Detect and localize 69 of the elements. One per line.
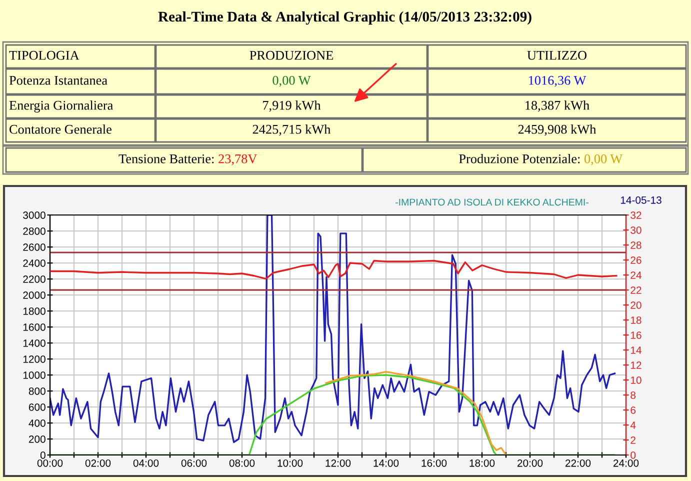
- y2-tick-label: 0: [630, 452, 636, 459]
- text: TIPOLOGIA: [9, 50, 80, 60]
- x-tick-label: 22:00: [565, 459, 591, 467]
- y-tick-label: 2800: [23, 228, 46, 235]
- y-tick-label: 2200: [23, 276, 46, 283]
- y2-tick-label: 2: [630, 436, 636, 444]
- text: 2425,715 kWh: [252, 124, 331, 136]
- y2-tick-label: 30: [630, 226, 642, 234]
- y2-tick-label: 8: [630, 392, 636, 399]
- text: 2459,908 kWh: [518, 124, 596, 136]
- y2-tick-label: 14: [630, 346, 642, 354]
- y2-tick-label: 4: [630, 422, 636, 429]
- x-tick-label: 24:00: [613, 459, 639, 467]
- y-tick-label: 0: [40, 452, 46, 459]
- y-tick-label: 800: [28, 388, 46, 395]
- y2-tick-label: 28: [630, 242, 642, 249]
- x-tick-label: 12:00: [326, 459, 351, 467]
- x-tick-label: 10:00: [278, 459, 303, 467]
- text: -IMPIANTO AD ISOLA DI KEKKO ALCHEMI-: [396, 198, 588, 206]
- line-series: [50, 374, 615, 455]
- y2-tick-label: 22: [630, 286, 642, 294]
- y2-tick-label: 26: [630, 256, 642, 264]
- text: 7,919 kWh: [263, 100, 321, 112]
- chart-title: Real-Time Data & Analytical Graphic (14/05/2013 23:32:09): [158, 11, 532, 25]
- text: 0,00 W: [584, 154, 623, 166]
- text: PRODUZIONE: [250, 50, 333, 60]
- x-tick-label: 08:00: [229, 459, 255, 467]
- y2-tick-label: 12: [630, 362, 642, 369]
- y-tick-label: 1600: [23, 324, 46, 331]
- y-tick-label: 1000: [23, 372, 46, 379]
- y-tick-label: 600: [28, 404, 46, 411]
- text: 1016,36 W: [528, 76, 586, 87]
- text: Contatore Generale: [10, 124, 112, 134]
- text: 18,387 kWh: [526, 100, 590, 112]
- y-tick-label: 2000: [23, 292, 46, 299]
- y-tick-label: 1400: [23, 340, 46, 347]
- text: Potenza Istantanea: [9, 76, 108, 85]
- y-tick-label: 1800: [23, 308, 46, 315]
- x-tick-label: 04:00: [133, 459, 159, 467]
- y-tick-label: 400: [28, 420, 46, 427]
- x-tick-label: 16:00: [422, 459, 447, 467]
- x-tick-label: 06:00: [181, 459, 207, 467]
- y2-tick-label: 18: [630, 316, 642, 324]
- text: Energia Giornaliera: [9, 100, 113, 112]
- text: 14-05-13: [620, 196, 662, 204]
- text: UTILIZZO: [527, 50, 586, 60]
- line-series: [50, 215, 616, 444]
- x-tick-label: 18:00: [470, 459, 495, 467]
- y2-tick-label: 32: [630, 212, 642, 219]
- line-series: [325, 370, 507, 455]
- text: 0,00 W: [272, 76, 311, 87]
- y-tick-label: 2400: [23, 260, 46, 267]
- y2-tick-label: 24: [630, 272, 642, 279]
- y-tick-label: 2600: [23, 244, 46, 251]
- y2-tick-label: 10: [630, 376, 642, 384]
- y2-tick-label: 6: [630, 406, 636, 414]
- y-tick-label: 3000: [23, 212, 46, 219]
- x-tick-label: 02:00: [85, 459, 111, 467]
- y2-tick-label: 16: [630, 332, 642, 339]
- y-tick-label: 1200: [23, 356, 46, 363]
- text: Tensione Batterie:: [118, 154, 214, 164]
- line-series: [50, 260, 618, 280]
- x-tick-label: 20:00: [517, 459, 543, 467]
- text: 23,78V: [218, 154, 258, 166]
- x-tick-label: 14:00: [374, 459, 399, 467]
- x-tick-label: 00:00: [37, 459, 63, 467]
- y-tick-label: 200: [28, 436, 46, 443]
- text: Produzione Potenziale:: [459, 154, 580, 164]
- y2-tick-label: 20: [630, 302, 642, 309]
